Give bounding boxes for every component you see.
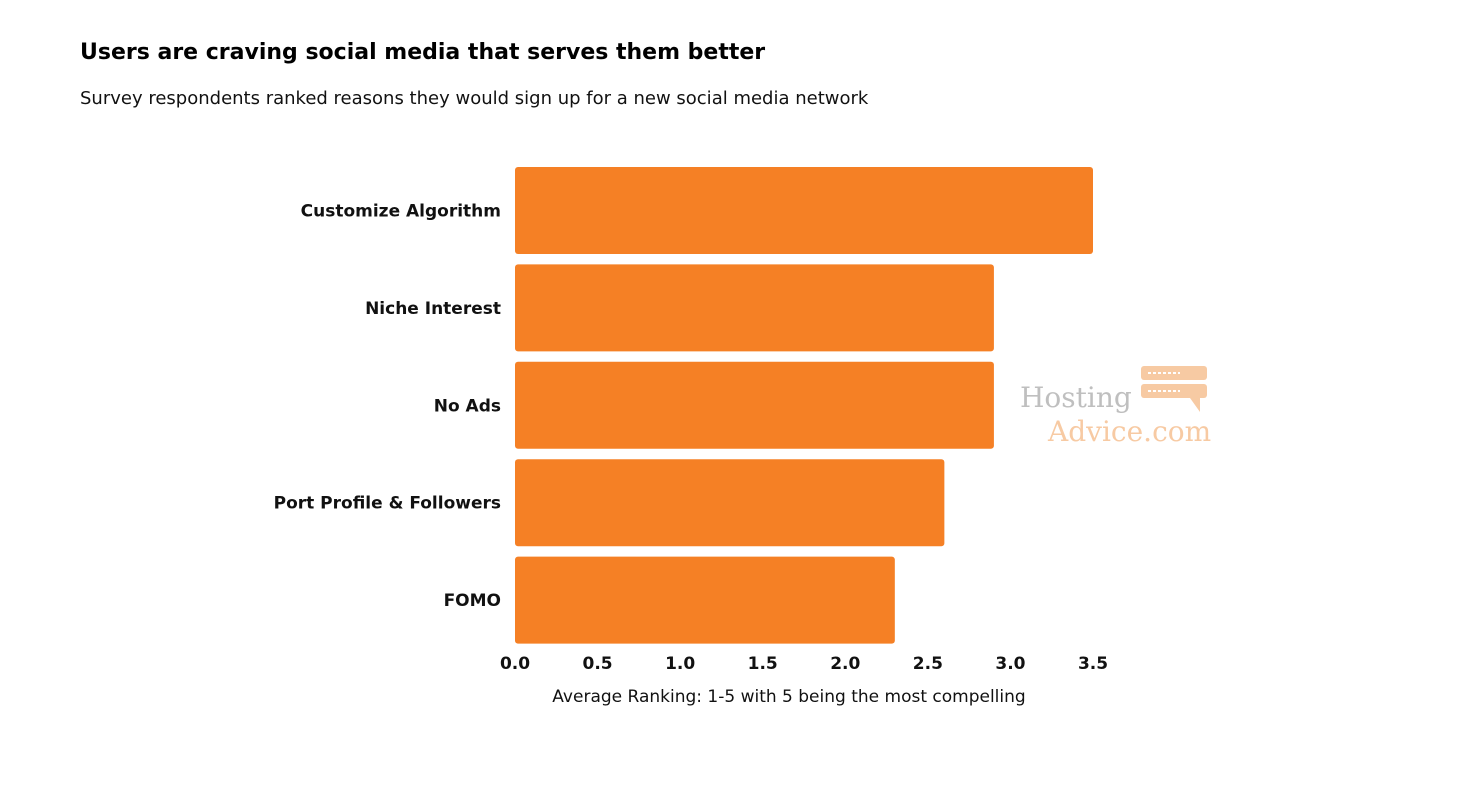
- chart-subtitle: Survey respondents ranked reasons they w…: [80, 88, 869, 109]
- category-labels: Customize Algorithm Niche Interest No Ads P…: [274, 202, 501, 612]
- bar-fomo: [515, 556, 895, 644]
- x-tick-label: 2.0: [830, 654, 860, 674]
- chart-title: Users are craving social media that serv…: [80, 40, 766, 65]
- x-tick-label: 2.5: [913, 654, 943, 674]
- x-tick-label: 3.5: [1078, 654, 1108, 674]
- watermark-line2: Advice.com: [1047, 415, 1211, 448]
- category-label: FOMO: [444, 591, 501, 611]
- category-label: No Ads: [434, 396, 501, 416]
- x-axis-ticks: 0.0 0.5 1.0 1.5 2.0 2.5 3.0 3.5: [500, 654, 1108, 674]
- category-label: Niche Interest: [365, 299, 501, 319]
- x-tick-label: 0.0: [500, 654, 530, 674]
- watermark-line1: Hosting: [1020, 381, 1132, 414]
- category-label: Port Profile & Followers: [274, 494, 501, 514]
- x-axis-label: Average Ranking: 1-5 with 5 being the mo…: [552, 687, 1025, 707]
- bar-niche-interest: [515, 264, 994, 352]
- server-chat-icon: [1141, 366, 1207, 412]
- watermark: Hosting Advice.com: [1020, 366, 1211, 448]
- x-tick-label: 1.0: [665, 654, 695, 674]
- x-tick-label: 0.5: [583, 654, 613, 674]
- bar-customize-algorithm: [515, 167, 1093, 254]
- bar-no-ads: [515, 361, 994, 449]
- bars-group: [515, 167, 1093, 644]
- bar-port-profile-followers: [515, 459, 945, 547]
- x-tick-label: 3.0: [995, 654, 1025, 674]
- category-label: Customize Algorithm: [301, 202, 501, 222]
- x-tick-label: 1.5: [748, 654, 778, 674]
